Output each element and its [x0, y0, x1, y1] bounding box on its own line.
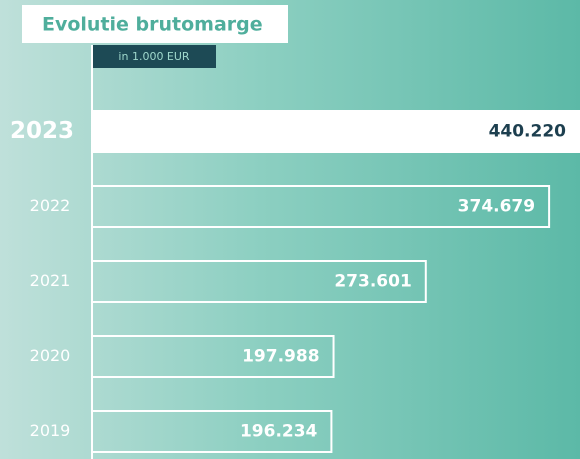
value-label: 374.679	[458, 197, 535, 217]
bar	[91, 260, 427, 303]
chart-subtitle: in 1.000 EUR	[118, 50, 190, 63]
subtitle-box	[92, 45, 216, 68]
value-label: 273.601	[334, 272, 411, 292]
y-tick-label: 2020	[30, 346, 71, 365]
value-label: 197.988	[242, 347, 319, 367]
title-box	[22, 5, 288, 43]
y-tick-label: 2021	[30, 271, 71, 290]
value-label: 196.234	[240, 422, 318, 442]
bar	[91, 410, 333, 453]
chart-title: Evolutie brutomarge	[42, 14, 263, 36]
bar	[91, 185, 551, 228]
y-tick-label: 2023	[10, 118, 74, 144]
y-tick-label: 2022	[30, 196, 71, 215]
value-label: 440.220	[489, 122, 567, 142]
bar	[92, 110, 580, 153]
y-tick-label: 2019	[30, 421, 71, 440]
bar	[91, 335, 335, 378]
